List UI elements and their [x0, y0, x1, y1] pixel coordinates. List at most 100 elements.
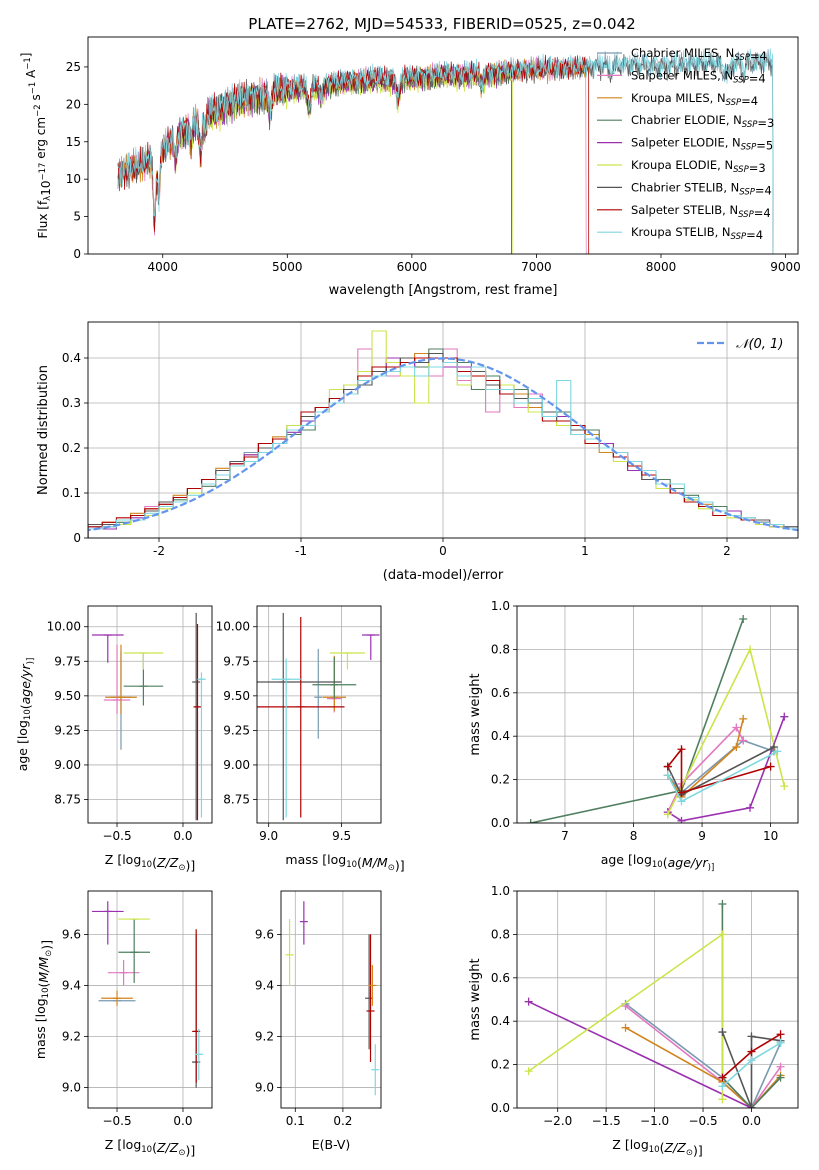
x-tick-label: −1.0	[640, 1114, 669, 1128]
x-tick-label: −0.5	[102, 1114, 131, 1128]
axes-frame	[87, 36, 799, 255]
plus-marker	[770, 743, 779, 752]
axes-frame	[516, 890, 799, 1109]
plus-marker	[718, 1095, 727, 1104]
y-tick-label: 0.0	[491, 1101, 510, 1115]
errorbar-point	[194, 1028, 203, 1080]
axes-frame	[280, 890, 382, 1109]
y-tick-label: 9.25	[223, 723, 250, 737]
x-axis-label: (data-model)/error	[383, 568, 504, 583]
x-axis-label: Z [log10(Z/Z⊙)]	[105, 1137, 195, 1158]
y-tick-label: 9.0	[62, 1081, 81, 1095]
plot-area	[88, 322, 798, 538]
y-tick-label: 10	[66, 172, 81, 186]
y-tick-label: 0.6	[491, 971, 510, 985]
errorbar-point	[197, 672, 206, 818]
spectrum-line	[117, 48, 774, 254]
errorbar-point	[312, 657, 357, 699]
x-tick-label: −2.0	[543, 1114, 572, 1128]
errorbar-point	[362, 634, 380, 660]
y-tick-label: 0.2	[491, 773, 510, 787]
y-tick-label: 1.0	[491, 884, 510, 898]
errorbar-point	[314, 648, 323, 739]
y-tick-label: 10.00	[47, 620, 81, 634]
y-axis-label: mass [log10(M/M⊙)]	[33, 940, 54, 1059]
mass-vs-z-panel: −0.5 0.0 9.0 9.2 9.4 9.6 Z [log10(Z/Z⊙)] mass […	[33, 890, 213, 1158]
histogram-series	[88, 361, 798, 538]
errorbar-point	[371, 1044, 380, 1096]
plot-area	[517, 891, 798, 1108]
y-tick-label: 0.1	[62, 486, 81, 500]
x-tick-label: 7	[561, 829, 569, 843]
legend-entry: Salpeter MILES, NSSP=4	[631, 68, 766, 85]
y-tick-label: 8.75	[54, 793, 81, 807]
axes-frame	[87, 890, 213, 1109]
y-tick-label: 0	[73, 247, 81, 261]
plus-marker	[780, 712, 789, 721]
y-axis-label: Normed distribution	[36, 365, 51, 495]
x-axis-label: E(B-V)	[312, 1137, 351, 1152]
y-tick-label: 0.4	[62, 351, 81, 365]
y-tick-label: 0.0	[491, 816, 510, 830]
x-tick-label: 7000	[521, 260, 552, 274]
x-tick-label: −0.5	[688, 1114, 717, 1128]
x-tick-label: −1.5	[592, 1114, 621, 1128]
plus-marker	[663, 771, 672, 780]
y-tick-label: 1.0	[491, 599, 510, 613]
y-tick-label: 0.4	[491, 729, 510, 743]
x-axis-label: mass [log10(M/M⊙)]	[285, 852, 404, 873]
errorbar-point	[366, 934, 375, 1063]
y-tick-label: 0.2	[491, 1058, 510, 1072]
x-tick-label: 1	[581, 544, 589, 558]
plus-marker	[739, 615, 748, 624]
plus-marker	[718, 1073, 727, 1082]
x-tick-label: 5000	[272, 260, 303, 274]
plus-marker	[747, 1104, 756, 1108]
errorbar-point	[91, 634, 124, 663]
massweight-vs-age-panel: 7 8 9 10 0.0 0.2 0.4 0.6 0.8 1.0 age [log10(age/yr…	[468, 599, 799, 873]
y-tick-label: 9.2	[62, 1030, 81, 1044]
x-tick-label: -1	[295, 544, 307, 558]
x-tick-label: 8	[630, 829, 638, 843]
residual-histogram-panel: -2 -1 0 1 2 0 0.1 0.2 0.3 0.4 (data-model)/error No…	[36, 321, 799, 583]
legend-entry: Kroupa MILES, NSSP=4	[631, 91, 758, 108]
plus-marker	[766, 762, 775, 771]
plot-area	[88, 891, 212, 1108]
errorbar-point	[103, 644, 131, 714]
plus-marker	[747, 1047, 756, 1056]
x-tick-label: 0.0	[742, 1114, 761, 1128]
plus-marker	[718, 900, 727, 909]
x-tick-label: -2	[153, 544, 165, 558]
x-tick-label: 0.0	[173, 829, 192, 843]
y-tick-label: 0.8	[491, 927, 510, 941]
y-tick-label: 10.00	[216, 620, 250, 634]
gaussian-curve	[88, 357, 798, 532]
weight-series	[667, 746, 771, 794]
legend: Chabrier MILES, NSSP=4 Salpeter MILES, NS…	[597, 46, 774, 242]
plus-marker	[776, 1038, 785, 1047]
y-tick-label: 25	[66, 60, 81, 74]
x-tick-label: 9.0	[259, 829, 278, 843]
x-tick-label: 8000	[646, 260, 677, 274]
plot-area	[257, 606, 381, 823]
errorbar-point	[271, 658, 301, 818]
age-vs-mass-panel: 9.0 9.5 8.75 9.00 9.25 9.50 9.75 10.00 mass [log…	[216, 605, 405, 873]
y-tick-label: 9.6	[255, 927, 274, 941]
plot-area	[88, 606, 212, 823]
plus-marker	[776, 1062, 785, 1071]
plus-marker	[746, 645, 755, 654]
legend-entry: Kroupa STELIB, NSSP=4	[631, 225, 763, 242]
y-tick-label: 9.6	[62, 927, 81, 941]
legend-entry: 𝒩(0, 1)	[736, 337, 783, 352]
plot-area	[281, 891, 381, 1108]
errorbar-point	[123, 652, 164, 670]
legend-entry: Kroupa ELODIE, NSSP=3	[631, 158, 766, 175]
plus-marker	[739, 736, 748, 745]
y-axis-label: mass weight	[468, 958, 483, 1040]
errorbar-point	[91, 901, 124, 945]
y-tick-label: 0.2	[62, 441, 81, 455]
plus-marker	[663, 762, 672, 771]
y-tick-label: 9.75	[54, 654, 81, 668]
weight-series	[667, 739, 775, 794]
weight-series	[667, 716, 786, 822]
